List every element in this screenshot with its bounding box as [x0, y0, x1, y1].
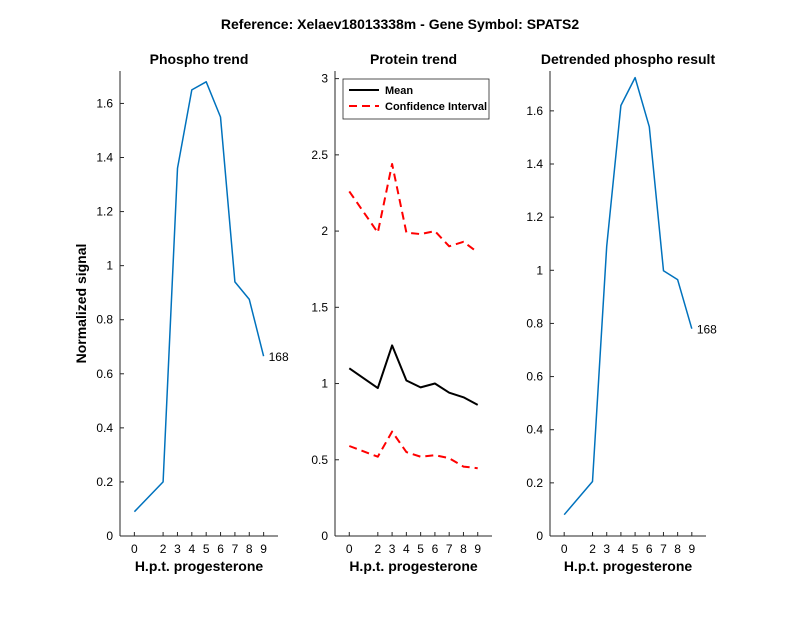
panels: 00.20.40.60.811.21.41.60 2 3 4 5 6 7 8 9Phospho … [73, 51, 717, 574]
y-tick-label: 0.6 [526, 370, 543, 384]
y-tick-label: 1 [106, 259, 113, 273]
x-tick-label: 0 [346, 542, 353, 556]
x-axis-label: H.p.t. progesterone [564, 558, 693, 574]
x-axis-label: H.p.t. progesterone [349, 558, 478, 574]
x-tick-label: 8 [460, 542, 467, 556]
x-tick-label: 9 [474, 542, 481, 556]
y-tick-label: 0 [321, 529, 328, 543]
x-tick-label: 8 [674, 542, 681, 556]
y-tick-label: 0 [106, 529, 113, 543]
x-tick-label: 9 [688, 542, 695, 556]
x-tick-label: 5 [417, 542, 424, 556]
x-tick-label: 9 [260, 542, 267, 556]
x-tick-label: 2 [374, 542, 381, 556]
x-tick-label: 7 [446, 542, 453, 556]
y-tick-label: 1.4 [526, 157, 543, 171]
y-tick-label: 0.4 [526, 423, 543, 437]
panel-title: Protein trend [370, 51, 457, 67]
y-tick-label: 1.6 [526, 104, 543, 118]
y-tick-label: 2 [321, 224, 328, 238]
x-tick-label: 2 [589, 542, 596, 556]
y-tick-label: 1.2 [96, 205, 113, 219]
y-axis-label: Normalized signal [73, 244, 89, 364]
y-tick-label: 0.4 [96, 421, 113, 435]
y-tick-label: 1.2 [526, 210, 543, 224]
x-tick-label: 6 [217, 542, 224, 556]
x-tick-label: 0 [131, 542, 138, 556]
x-tick-label: 4 [188, 542, 195, 556]
x-tick-label: 8 [246, 542, 253, 556]
x-tick-label: 4 [618, 542, 625, 556]
legend-entry: Mean [385, 85, 413, 97]
x-tick-label: 6 [646, 542, 653, 556]
y-tick-label: 1 [536, 263, 543, 277]
x-tick-label: 0 [561, 542, 568, 556]
panel-3: 0 0.2 0.4 0.6 0.8 1 1.2 1.4 1.6 0 2 3 4 5 6 7 8 9 Detrende… [526, 51, 717, 574]
point-annotation: 168 [697, 323, 717, 337]
y-tick-label: 0.2 [96, 475, 113, 489]
x-tick-label: 5 [203, 542, 210, 556]
legend: Mean Confidence Interval [342, 78, 490, 120]
y-tick-label: 1.6 [96, 96, 113, 110]
y-tick-label: 0.8 [526, 316, 543, 330]
y-tick-label: 0 [536, 529, 543, 543]
x-tick-label: 3 [389, 542, 396, 556]
legend-entry: Confidence Interval [385, 101, 487, 113]
figure-suptitle: Reference: Xelaev18013338m - Gene Symbol… [221, 16, 579, 32]
y-tick-label: 0.6 [96, 367, 113, 381]
panel-title: Detrended phospho result [541, 51, 716, 67]
series-line-1 [133, 81, 265, 513]
y-tick-label: 0.2 [526, 476, 543, 490]
series-line-1 [563, 76, 693, 516]
x-tick-label: 3 [603, 542, 610, 556]
point-annotation: 168 [269, 350, 289, 364]
legend-box [342, 78, 490, 120]
y-tick-label: 1 [321, 377, 328, 391]
x-tick-label: 3 [174, 542, 181, 556]
x-tick-label: 6 [432, 542, 439, 556]
y-tick-label: 0.5 [311, 453, 328, 467]
x-tick-label: 5 [632, 542, 639, 556]
y-tick-label: 0.8 [96, 313, 113, 327]
series-line-1 [348, 344, 479, 406]
x-tick-label: 2 [160, 542, 167, 556]
y-tick-label: 1.4 [96, 151, 113, 165]
panel-1: 0 0.2 0.4 0.6 0.8 1 1.2 1.4 1.6 0 2 3 4 5 6 7 8 9 Phospho … [73, 51, 289, 574]
y-tick-label: 1.5 [311, 300, 328, 314]
x-tick-label: 4 [403, 542, 410, 556]
y-tick-label: 2.5 [311, 148, 328, 162]
x-tick-label: 7 [232, 542, 239, 556]
x-axis-label: H.p.t. progesterone [135, 558, 264, 574]
y-tick-label: 3 [321, 72, 328, 86]
panel-title: Phospho trend [150, 51, 249, 67]
series-line-3 [348, 430, 478, 470]
series-line-2 [348, 163, 479, 254]
x-tick-label: 7 [660, 542, 667, 556]
